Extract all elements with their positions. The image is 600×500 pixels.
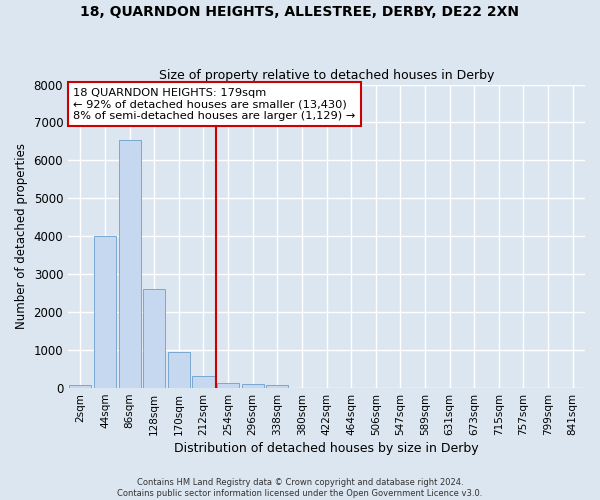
Bar (193, 376, 215, 388)
Y-axis label: Number of detached properties: Number of detached properties (15, 144, 28, 330)
Text: 18 QUARNDON HEIGHTS: 179sqm
← 92% of detached houses are smaller (13,430)
8% of : 18 QUARNDON HEIGHTS: 179sqm ← 92% of det… (73, 88, 355, 121)
X-axis label: Distribution of detached houses by size in Derby: Distribution of detached houses by size … (174, 442, 479, 455)
Bar (94, 236, 116, 388)
Bar (168, 352, 190, 388)
Bar (242, 384, 264, 388)
Bar (69, 385, 91, 388)
Text: Contains HM Land Registry data © Crown copyright and database right 2024.
Contai: Contains HM Land Registry data © Crown c… (118, 478, 482, 498)
Title: Size of property relative to detached houses in Derby: Size of property relative to detached ho… (159, 69, 494, 82)
Bar (143, 288, 165, 388)
Bar (217, 383, 239, 388)
Bar (266, 385, 289, 388)
Text: 18, QUARNDON HEIGHTS, ALLESTREE, DERBY, DE22 2XN: 18, QUARNDON HEIGHTS, ALLESTREE, DERBY, … (80, 5, 520, 19)
Bar (119, 140, 140, 388)
